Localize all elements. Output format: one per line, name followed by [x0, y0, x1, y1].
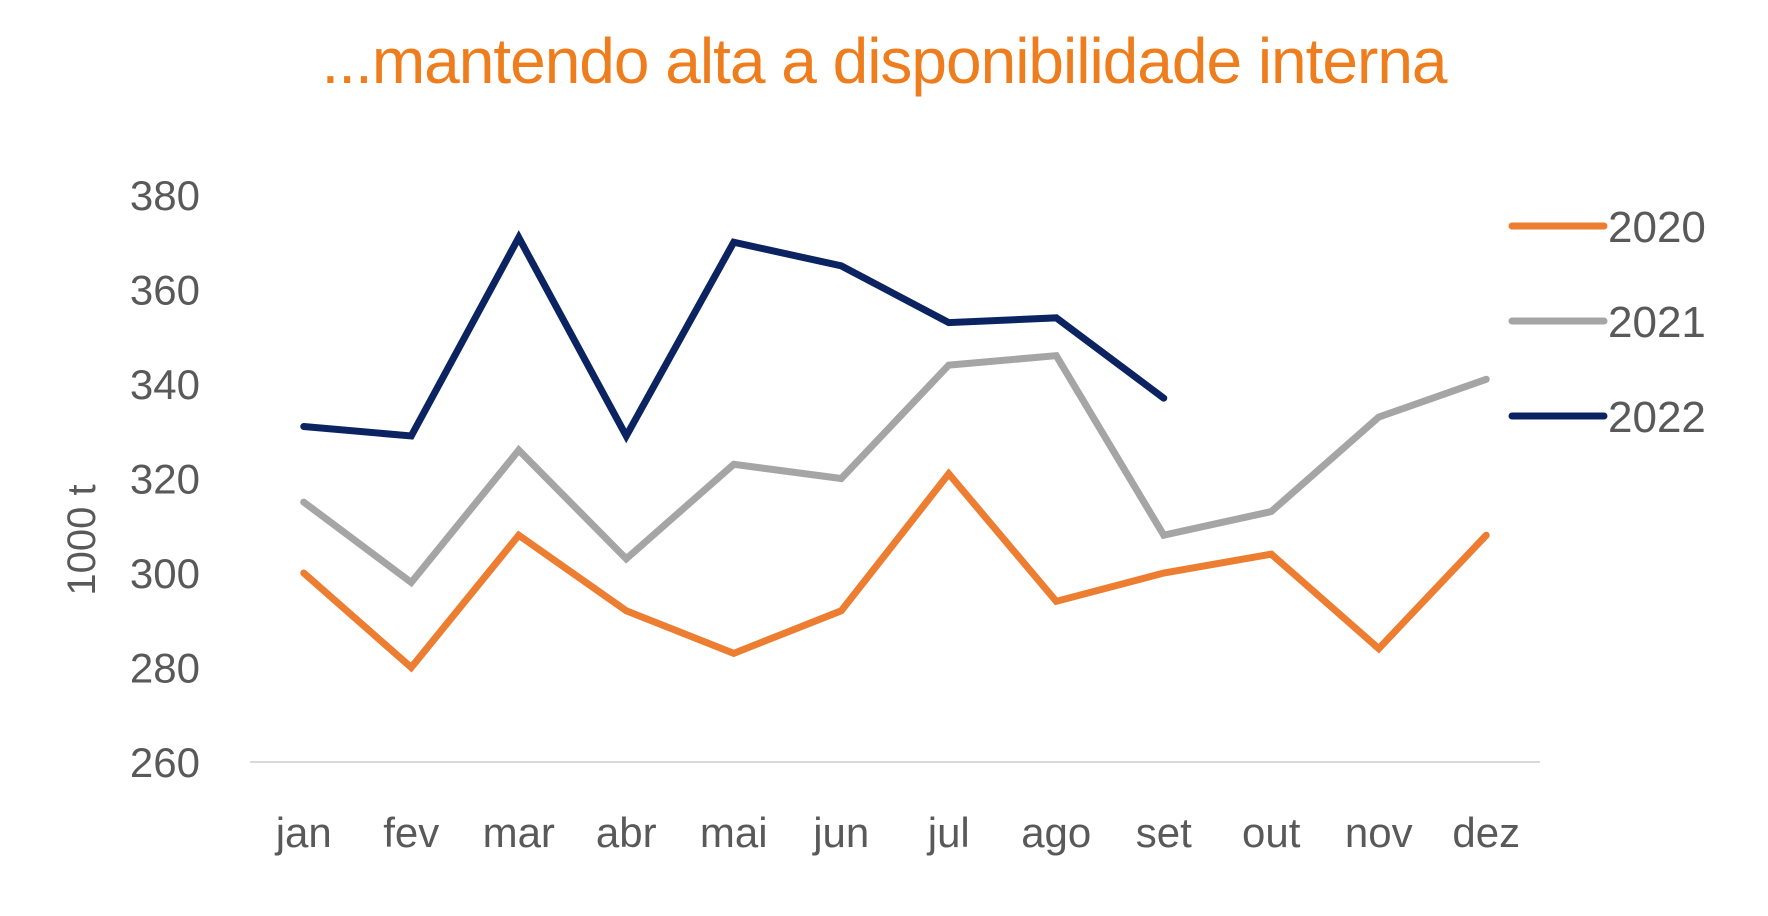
y-tick-label: 320 — [130, 456, 200, 503]
y-tick-label: 380 — [130, 172, 200, 219]
y-tick-label: 280 — [130, 645, 200, 692]
x-tick-label: jan — [274, 809, 332, 856]
legend-label-2021: 2021 — [1608, 298, 1706, 347]
x-tick-label: fev — [383, 809, 439, 856]
y-tick-label: 260 — [130, 739, 200, 786]
x-tick-label: jun — [811, 809, 869, 856]
x-tick-label: abr — [596, 809, 657, 856]
x-tick-label: ago — [1021, 809, 1091, 856]
chart-title: ...mantendo alta a disponibilidade inter… — [321, 25, 1447, 97]
x-tick-label: mai — [700, 809, 768, 856]
y-axis-ticks: 260 280 300 320 340 360 380 — [130, 172, 200, 786]
y-tick-label: 360 — [130, 267, 200, 314]
x-tick-label: nov — [1345, 809, 1413, 856]
series-line-2021 — [300, 351, 1490, 588]
x-axis-ticks: jan fev mar abr mai jun jul ago set out nov dez — [274, 809, 1520, 856]
legend-label-2020: 2020 — [1608, 203, 1706, 252]
y-tick-label: 300 — [130, 550, 200, 597]
series-lines — [300, 230, 1490, 673]
x-tick-label: dez — [1452, 809, 1520, 856]
x-tick-label: out — [1242, 809, 1301, 856]
x-tick-label: set — [1136, 809, 1192, 856]
y-axis-label: 1000 t — [60, 484, 104, 595]
x-tick-label: mar — [483, 809, 555, 856]
legend-label-2022: 2022 — [1608, 393, 1706, 442]
series-line-2022 — [300, 230, 1168, 444]
x-tick-label: jul — [926, 809, 970, 856]
series-line-2020 — [300, 468, 1490, 673]
legend: 2020 2021 2022 — [1508, 203, 1706, 442]
y-tick-label: 340 — [130, 361, 200, 408]
